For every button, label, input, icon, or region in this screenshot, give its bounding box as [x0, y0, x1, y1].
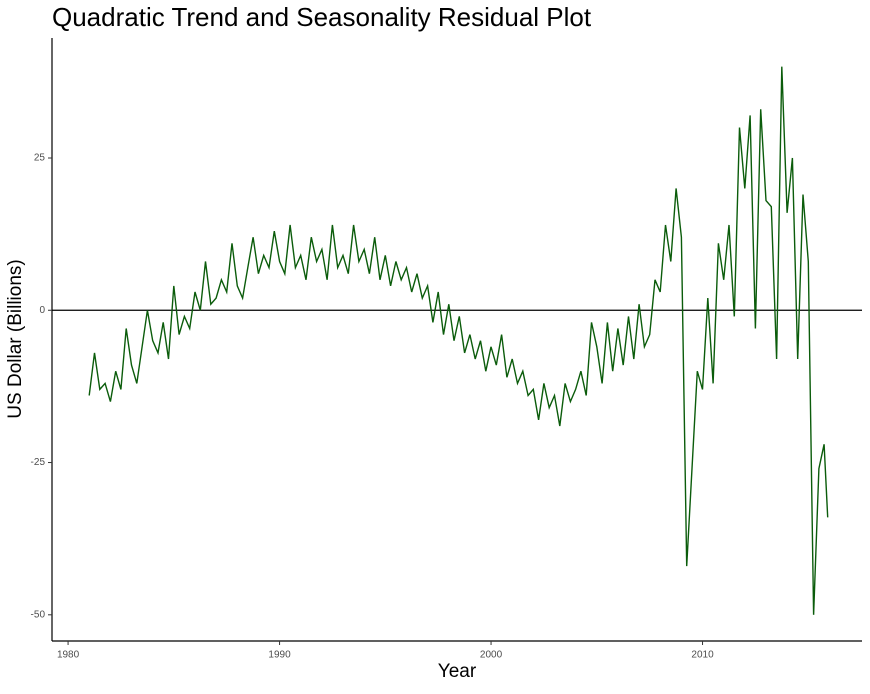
x-axis-label: Year [438, 661, 477, 682]
y-tick-label: 25 [34, 153, 46, 164]
x-tick-label: 1990 [268, 650, 291, 661]
y-tick-label: -50 [31, 609, 46, 620]
y-tick-label: 0 [39, 305, 45, 316]
y-axis-label: US Dollar (Billions) [5, 259, 26, 418]
x-tick-label: 1980 [57, 650, 80, 661]
chart-title: Quadratic Trend and Seasonality Residual… [52, 2, 592, 32]
y-tick-label: -25 [31, 457, 46, 468]
x-tick-label: 2010 [691, 650, 714, 661]
x-tick-label: 2000 [480, 650, 503, 661]
data-line [88, 66, 829, 615]
